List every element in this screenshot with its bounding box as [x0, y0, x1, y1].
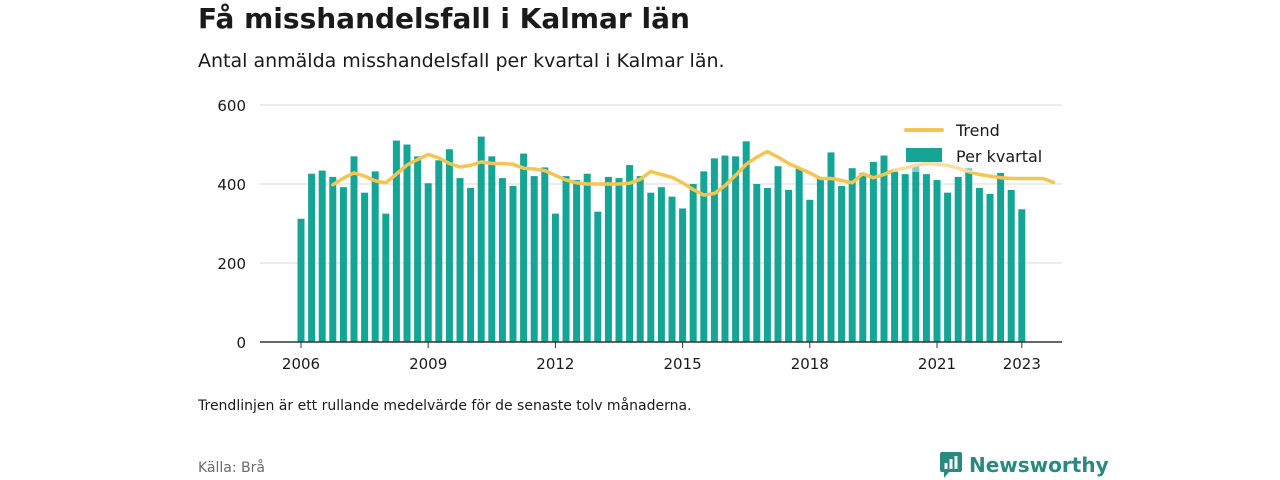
bar: [498, 178, 506, 342]
x-tick-label: 2012: [536, 355, 574, 373]
bar: [785, 189, 793, 342]
bar: [329, 176, 337, 342]
bar: [562, 176, 570, 342]
bar: [626, 165, 634, 342]
bar: [573, 180, 581, 342]
bar: [859, 172, 867, 342]
bar: [424, 183, 432, 342]
x-tick-label: 2009: [409, 355, 447, 373]
bar: [350, 156, 358, 342]
bar: [912, 165, 920, 342]
bar: [382, 213, 390, 342]
bar: [308, 173, 316, 342]
bar: [414, 156, 422, 342]
legend-swatch-bars: [906, 148, 942, 162]
bar: [806, 199, 814, 342]
bar: [583, 173, 591, 342]
bar: [318, 170, 326, 342]
bar: [732, 156, 740, 342]
footnote: Trendlinjen är ett rullande medelvärde f…: [198, 398, 692, 414]
x-tick-label: 2021: [918, 355, 956, 373]
bar: [594, 211, 602, 342]
bar: [986, 193, 994, 342]
bar: [689, 184, 697, 342]
bar: [445, 149, 453, 342]
bar: [520, 153, 528, 342]
bar: [901, 174, 909, 342]
x-tick-label: 2018: [791, 355, 829, 373]
chart-title: Få misshandelsfall i Kalmar län: [198, 2, 690, 35]
chart-subtitle: Antal anmälda misshandelsfall per kvarta…: [198, 50, 725, 72]
bar: [880, 155, 888, 342]
bar: [816, 176, 824, 342]
bar: [647, 192, 655, 342]
bar: [1007, 189, 1015, 342]
brand[interactable]: Newsworthy: [939, 451, 1109, 479]
bar: [371, 171, 379, 342]
bar: [838, 185, 846, 342]
x-tick-label: 2023: [1003, 355, 1041, 373]
y-tick-label: 200: [217, 255, 246, 273]
bar: [604, 176, 612, 342]
y-tick-label: 0: [236, 334, 246, 352]
bar: [488, 156, 496, 342]
bar: [954, 176, 962, 342]
bar: [997, 172, 1005, 342]
bar: [615, 178, 623, 342]
bar: [636, 176, 644, 342]
bar: [339, 187, 347, 342]
y-tick-label: 400: [217, 176, 246, 194]
bar: [530, 176, 538, 342]
bar: [509, 185, 517, 342]
bar: [403, 144, 411, 342]
legend-label-bars: Per kvartal: [956, 147, 1042, 166]
bar: [774, 166, 782, 342]
bar: [965, 168, 973, 342]
bar: [551, 213, 559, 342]
bar: [975, 187, 983, 342]
bar: [361, 192, 369, 342]
bar: [922, 174, 930, 342]
bar: [710, 158, 718, 342]
bar: [763, 187, 771, 342]
bar: [795, 168, 803, 342]
bar: [933, 180, 941, 342]
x-tick-label: 2015: [664, 355, 702, 373]
bar: [392, 140, 400, 342]
bar: [891, 171, 899, 342]
bar: [467, 187, 475, 342]
newsworthy-logo-icon: [940, 452, 962, 478]
bar: [456, 178, 464, 342]
bar: [721, 155, 729, 342]
brand-name: Newsworthy: [969, 453, 1109, 477]
bar: [541, 167, 549, 342]
bar: [753, 184, 761, 342]
trend-line: [331, 149, 1056, 197]
bar: [679, 208, 687, 342]
bar: [668, 196, 676, 342]
bar: [435, 160, 443, 342]
bar: [297, 218, 305, 342]
bar: [477, 136, 485, 342]
bar: [848, 168, 856, 342]
chart: 0 200 400 600 2006 2009 2012 2015 2018 2021 2023 Tr…: [217, 97, 1062, 373]
bar: [827, 152, 835, 342]
bar: [869, 161, 877, 342]
legend-label-trend: Trend: [955, 121, 1000, 140]
bar: [944, 192, 952, 342]
y-tick-label: 600: [217, 97, 246, 115]
bar: [742, 141, 750, 342]
bar: [700, 171, 708, 342]
legend-background: [893, 116, 1053, 172]
source-label: Källa: Brå: [198, 460, 265, 476]
bar: [657, 187, 665, 342]
bar: [1018, 209, 1026, 342]
x-tick-label: 2006: [282, 355, 320, 373]
